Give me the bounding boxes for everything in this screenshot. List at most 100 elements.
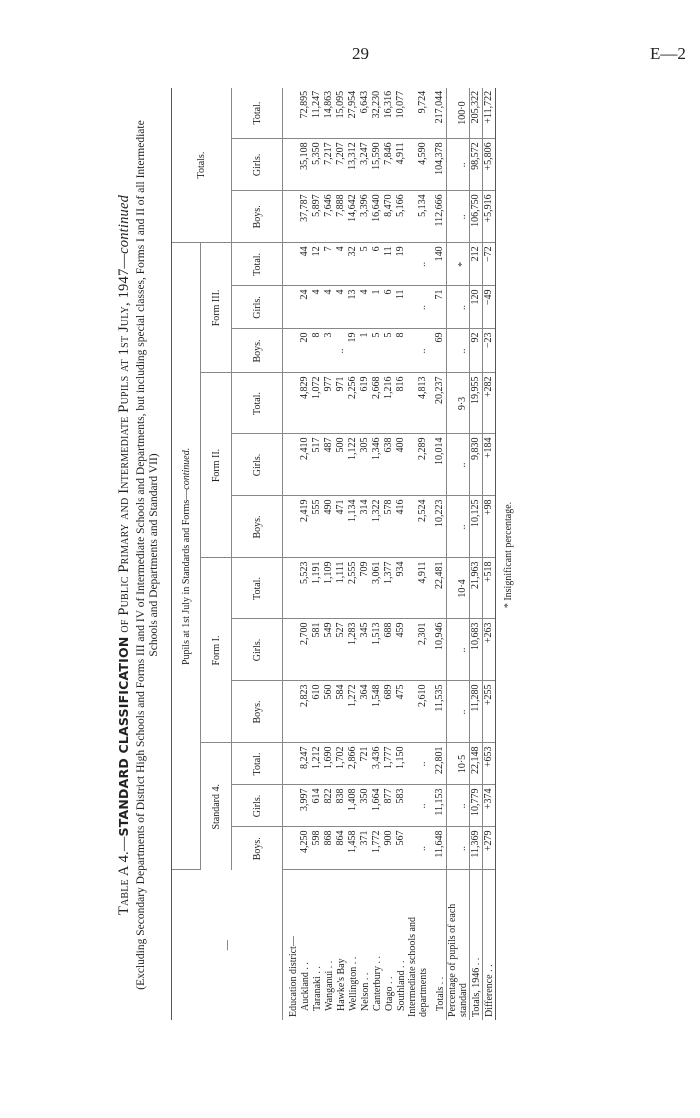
title-bold: STANDARD CLASSIFICATION <box>116 636 131 837</box>
cell-value: 22,801 <box>429 743 447 785</box>
cell-value: 4,829 <box>299 373 311 434</box>
table-row: Otago . . 900 877 1,777 689 688 1,377 578 638 1,2… <box>383 87 395 1020</box>
cell-value: 709 <box>359 558 371 619</box>
cell-value: 27,954 <box>347 87 359 139</box>
cell-value: 11,648 <box>429 827 447 870</box>
cell-value: 977 <box>323 373 335 434</box>
cell-value: 11,535 <box>429 681 447 743</box>
cell-value: 400 <box>395 434 407 496</box>
cell-value: 1,111 <box>335 558 347 619</box>
cell-value: 14,863 <box>323 87 335 139</box>
subheader-girls: Girls. <box>231 619 283 681</box>
cell-value: 1 <box>371 286 383 329</box>
cell-value: 2,555 <box>347 558 359 619</box>
group-header-form-3: Form III. <box>200 242 232 373</box>
subheader-boys: Boys. <box>231 329 283 373</box>
cell-value: 689 <box>383 681 395 743</box>
cell-value: 72,895 <box>299 87 311 139</box>
table-row: Difference . . +279 +374 +653 +255 +263 +518 +9… <box>482 87 496 1020</box>
cell-value <box>282 681 299 743</box>
row-label: Totals, 1946 . . <box>469 870 483 1020</box>
cell-value: 487 <box>323 434 335 496</box>
cell-value: .. <box>446 190 470 243</box>
row-label: Canterbury . . <box>371 956 383 1011</box>
cell-value: 21,963 <box>469 558 483 619</box>
table-row: Nelson . . 371 350 721 364 345 709 314 305 619 1 4 5… <box>359 87 371 1020</box>
cell-value: 900 <box>383 827 395 870</box>
table-row: Totals . . 11,648 11,153 22,801 11,535 10,946… <box>429 87 447 1020</box>
cell-value: 3,247 <box>359 138 371 191</box>
cell-value: 19 <box>395 242 407 286</box>
cell-value: 1 <box>359 329 371 373</box>
cell-value: +5,806 <box>482 138 496 191</box>
row-label: Wanganui . . <box>323 960 335 1011</box>
cell-value: 32 <box>347 242 359 286</box>
cell-value: 610 <box>311 681 323 743</box>
cell-value: 10,223 <box>429 496 447 558</box>
cell-value: 205,322 <box>469 87 483 139</box>
cell-value: 10,779 <box>469 785 483 827</box>
cell-value: 971 <box>335 373 347 434</box>
cell-value: 8,470 <box>383 190 395 243</box>
cell-value: .. <box>335 329 347 373</box>
cell-value: 1,690 <box>323 743 335 785</box>
cell-value: 10·5 <box>446 743 470 785</box>
cell-value: 13 <box>347 286 359 329</box>
cell-value: 584 <box>335 681 347 743</box>
cell-value: 92 <box>469 329 483 373</box>
cell-value: 1,772 <box>371 827 383 870</box>
cell-value: .. <box>407 743 429 785</box>
cell-value: −72 <box>482 242 496 286</box>
cell-value: 527 <box>335 619 347 681</box>
super-header-text: Pupils at 1st July in Standards and Form… <box>180 489 192 666</box>
cell-value: 816 <box>395 373 407 434</box>
cell-value: 4,590 <box>407 138 429 191</box>
cell-value: 822 <box>323 785 335 827</box>
cell-value: 4 <box>335 286 347 329</box>
cell-value: 6 <box>383 286 395 329</box>
cell-value: 10·4 <box>446 558 470 619</box>
cell-value: 1,150 <box>395 743 407 785</box>
cell-value: 500 <box>335 434 347 496</box>
cell-value: 32,230 <box>371 87 383 139</box>
cell-value: 1,322 <box>371 496 383 558</box>
cell-value: 106,750 <box>469 190 483 243</box>
cell-value: 1,377 <box>383 558 395 619</box>
cell-value: 16,316 <box>383 87 395 139</box>
cell-value: 11,153 <box>429 785 447 827</box>
cell-value: 7 <box>323 242 335 286</box>
cell-value: 2,866 <box>347 743 359 785</box>
cell-value: 5,523 <box>299 558 311 619</box>
cell-value: 2,289 <box>407 434 429 496</box>
table-row: Southland . . 567 583 1,150 475 459 934 416 400 8… <box>395 87 407 1020</box>
cell-value: 5 <box>371 329 383 373</box>
cell-value: +5,916 <box>482 190 496 243</box>
cell-value: 19,955 <box>469 373 483 434</box>
cell-value: 2,823 <box>299 681 311 743</box>
cell-value: 11,247 <box>311 87 323 139</box>
cell-value: 100·0 <box>446 87 470 139</box>
row-label: Wellington . . <box>347 956 359 1011</box>
title-italic: continued <box>116 194 132 254</box>
cell-value: 112,666 <box>429 190 447 243</box>
cell-value: .. <box>407 329 429 373</box>
cell-value: 7,846 <box>383 138 395 191</box>
cell-value: 7,207 <box>335 138 347 191</box>
cell-value <box>282 496 299 558</box>
subheader-girls: Girls. <box>231 785 283 827</box>
cell-value: 5,897 <box>311 190 323 243</box>
cell-value: 1,072 <box>311 373 323 434</box>
cell-value: 19 <box>347 329 359 373</box>
table-row: Auckland . . 4,250 3,997 8,247 2,823 2,700 5,5… <box>299 87 311 1020</box>
cell-value: 1,212 <box>311 743 323 785</box>
row-label: Southland . . <box>395 960 407 1011</box>
table-row: Canterbury . . 1,772 1,664 3,436 1,548 1,513 3… <box>371 87 383 1020</box>
cell-value: 517 <box>311 434 323 496</box>
cell-value: 4 <box>311 286 323 329</box>
cell-value: 1,122 <box>347 434 359 496</box>
cell-value <box>282 87 299 139</box>
cell-value: 14,642 <box>347 190 359 243</box>
cell-value: 10,014 <box>429 434 447 496</box>
cell-value: 934 <box>395 558 407 619</box>
footnote: * Insignificant percentage. <box>503 501 514 609</box>
